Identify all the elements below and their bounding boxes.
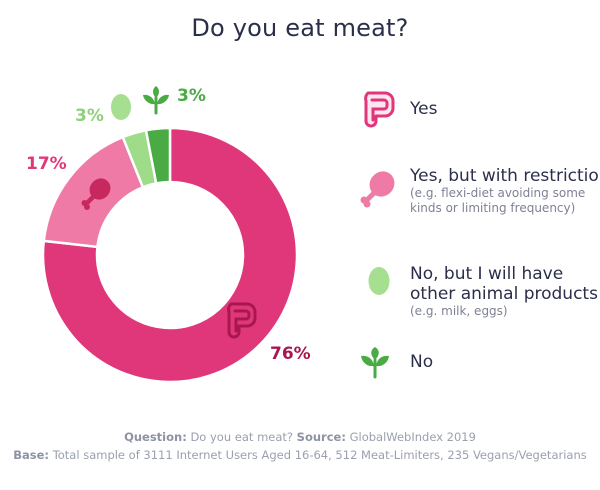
yes-meat-icon	[364, 91, 395, 128]
slice-yes-meat-icon	[227, 302, 257, 339]
donut-chart: 76% 17% 3% 3%	[26, 86, 311, 384]
source-label: Source:	[296, 430, 346, 444]
callout-plant-icon	[143, 86, 169, 115]
source-text: GlobalWebIndex 2019	[349, 430, 476, 444]
base-text: Total sample of 3111 Internet Users Aged…	[52, 448, 587, 462]
plant-icon	[361, 347, 389, 379]
legend-sub-restrictions-line2: kinds or limiting frequency)	[410, 201, 576, 215]
chart-title: Do you eat meat?	[191, 14, 409, 42]
question-label: Question:	[124, 430, 187, 444]
question-text: Do you eat meat?	[190, 430, 294, 444]
label-no-value: 3%	[177, 86, 206, 106]
base-label: Base:	[13, 448, 50, 462]
slice-no	[144, 126, 172, 185]
label-yes-value: 76%	[270, 344, 311, 364]
legend-label-restrictions: Yes, but with restrictions	[410, 166, 600, 186]
label-restrictions-value: 17%	[26, 154, 67, 174]
legend-label-yes: Yes	[410, 99, 438, 119]
legend-sub-animal: (e.g. milk, eggs)	[410, 304, 508, 318]
footer-question-line: Question: Do you eat meat? Source: Globa…	[0, 430, 600, 444]
callout-egg-icon	[111, 94, 131, 120]
drumstick-icon	[360, 171, 395, 208]
slice-drumstick-icon	[81, 178, 111, 210]
label-animal-value: 3%	[75, 106, 104, 126]
legend-label-no: No	[410, 352, 434, 372]
legend-label-animal-line1: No, but I will have	[410, 264, 564, 284]
egg-icon	[368, 267, 390, 295]
footer-base-line: Base: Total sample of 3111 Internet User…	[0, 448, 600, 462]
legend-label-animal-line2: other animal products	[410, 284, 598, 304]
legend-sub-restrictions-line1: (e.g. flexi-diet avoiding some	[410, 186, 586, 200]
